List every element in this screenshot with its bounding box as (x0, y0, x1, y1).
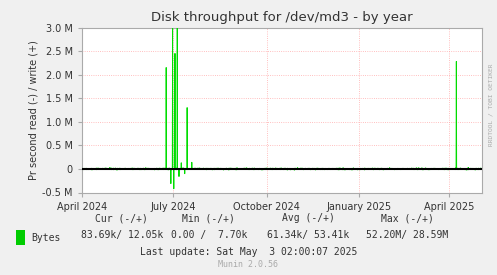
Text: 0.00 /  7.70k: 0.00 / 7.70k (170, 230, 247, 240)
Text: 52.20M/ 28.59M: 52.20M/ 28.59M (366, 230, 449, 240)
Text: Avg (-/+): Avg (-/+) (282, 213, 334, 223)
Text: RRDTOOL / TOBI OETIKER: RRDTOOL / TOBI OETIKER (488, 63, 493, 146)
Text: Last update: Sat May  3 02:00:07 2025: Last update: Sat May 3 02:00:07 2025 (140, 247, 357, 257)
Text: Cur (-/+): Cur (-/+) (95, 213, 148, 223)
Text: 61.34k/ 53.41k: 61.34k/ 53.41k (267, 230, 349, 240)
Title: Disk throughput for /dev/md3 - by year: Disk throughput for /dev/md3 - by year (151, 10, 413, 24)
Y-axis label: Pr second read (-) / write (+): Pr second read (-) / write (+) (28, 40, 38, 180)
Text: Min (-/+): Min (-/+) (182, 213, 235, 223)
Text: Munin 2.0.56: Munin 2.0.56 (219, 260, 278, 269)
Text: Bytes: Bytes (31, 233, 60, 243)
Text: 83.69k/ 12.05k: 83.69k/ 12.05k (81, 230, 163, 240)
Text: Max (-/+): Max (-/+) (381, 213, 434, 223)
